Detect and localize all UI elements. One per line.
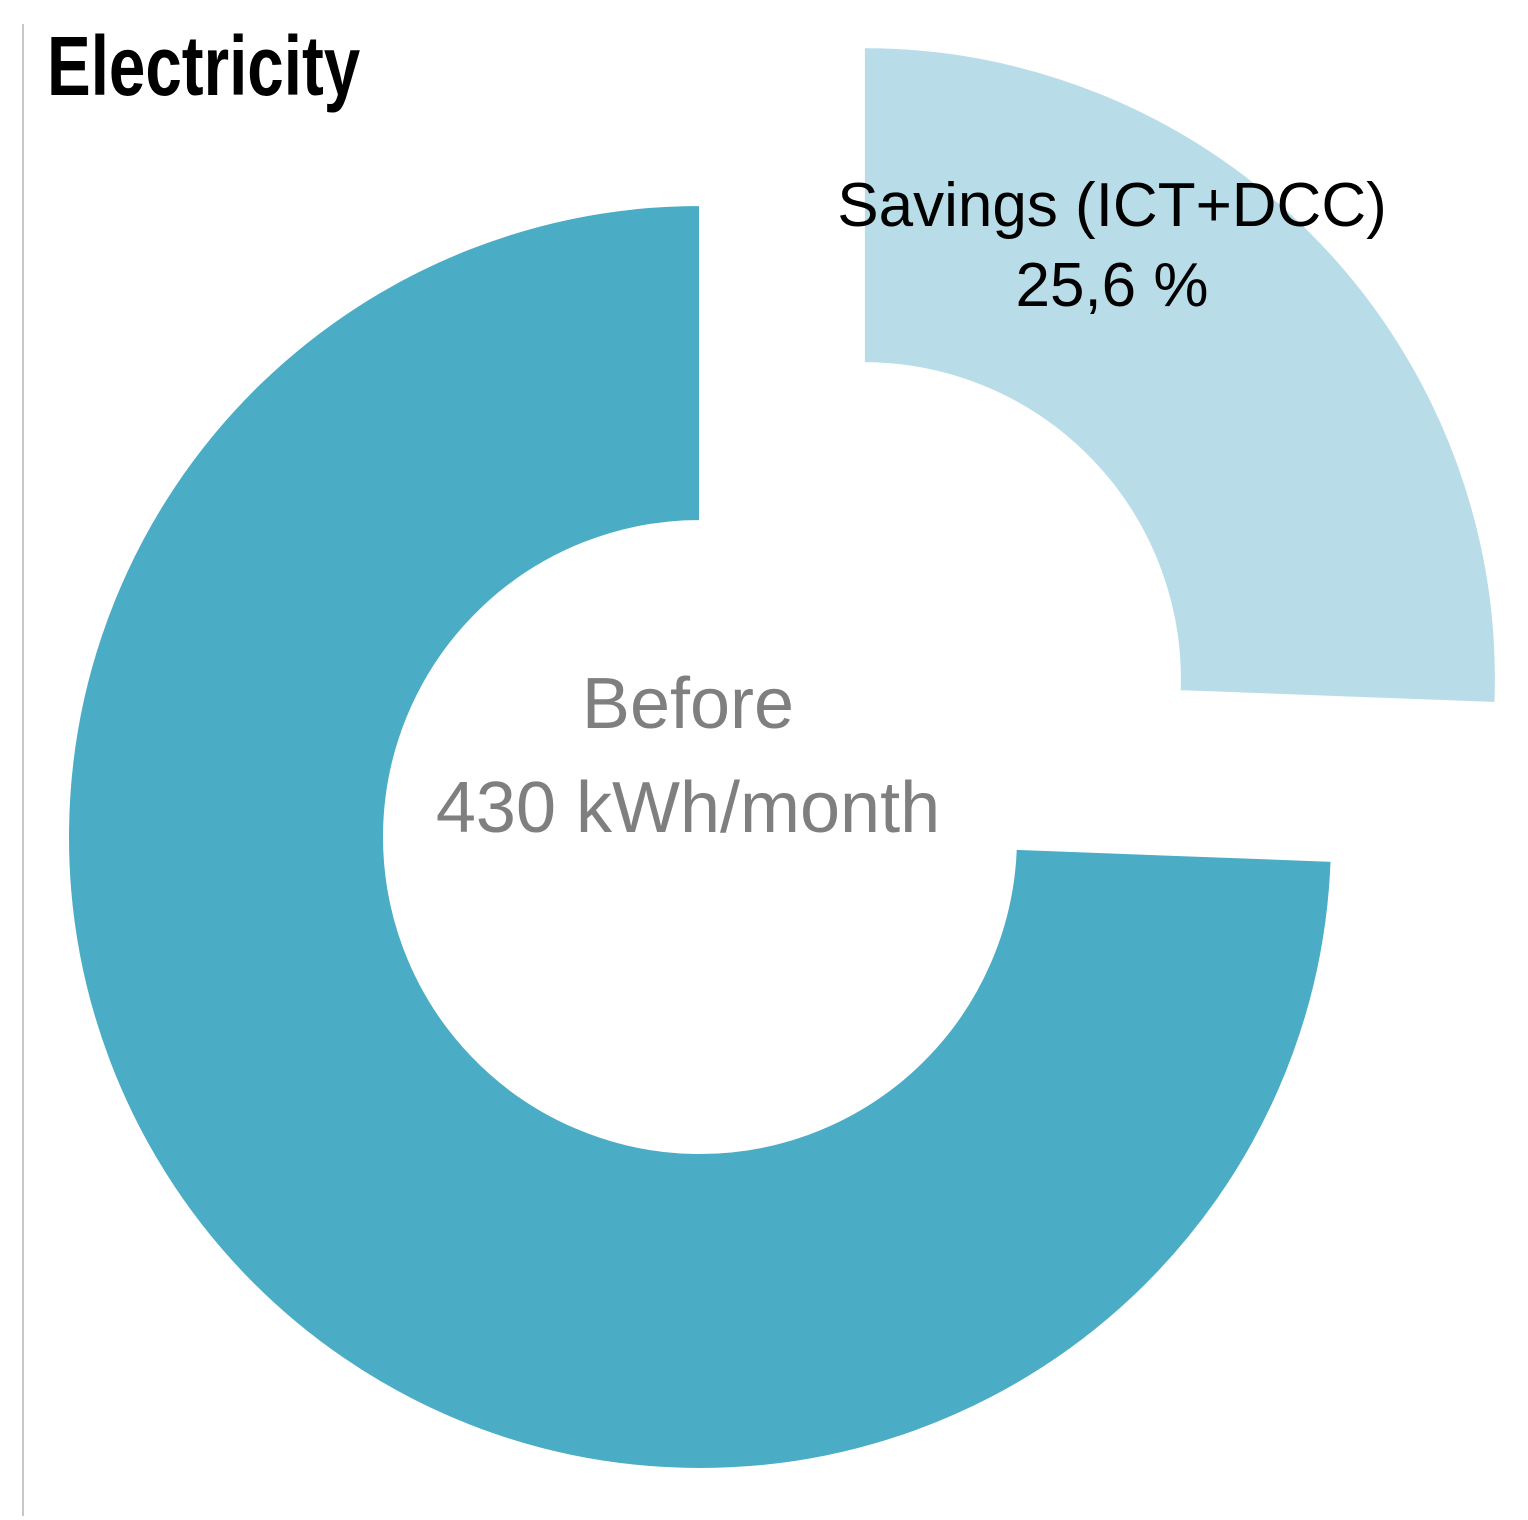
pie-slice-before [67,203,1333,1470]
savings-slice-label: Savings (ICT+DCC) 25,6 % [712,166,1512,326]
before-slice-label-name: Before [581,664,795,744]
savings-slice-label-name: Savings (ICT+DCC) [837,171,1387,240]
chart-title: Electricity [47,18,449,114]
pie-slice-savings [862,46,1497,705]
savings-slice-label-percent: 25,6 % [1015,251,1209,320]
chart-title-text: Electricity [47,19,361,113]
before-slice-label: Before 430 kWh/month [288,652,1088,860]
left-border-rule [22,24,24,1516]
before-slice-label-value: 430 kWh/month [435,768,941,848]
